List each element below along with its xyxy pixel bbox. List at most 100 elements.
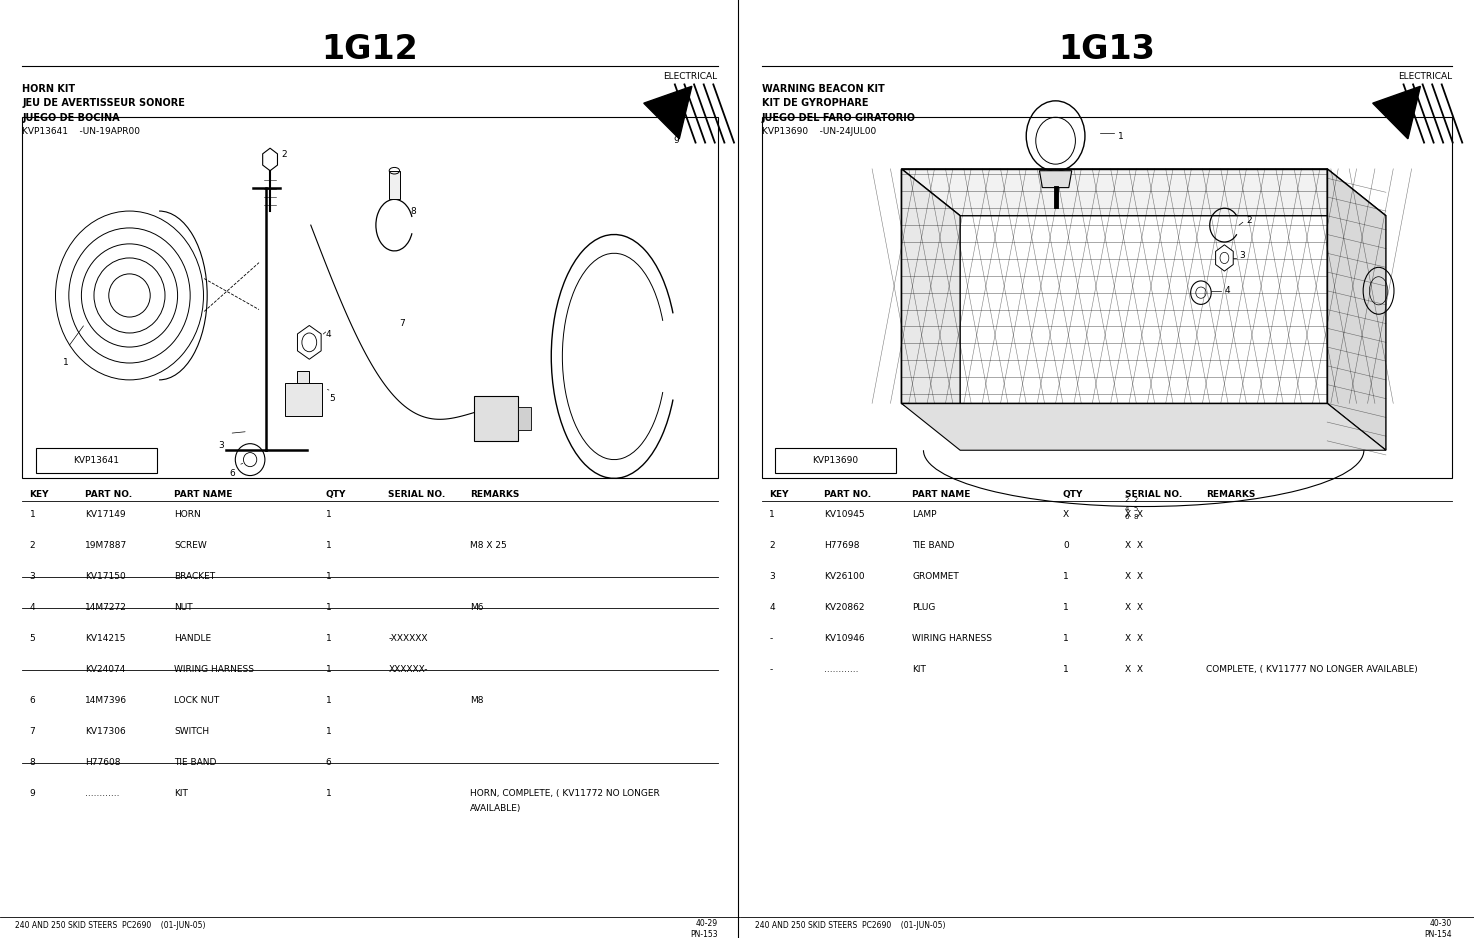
Text: X  X: X X — [1125, 572, 1144, 582]
Text: JUEGO DE BOCINA: JUEGO DE BOCINA — [22, 113, 119, 123]
Text: 40-30: 40-30 — [1430, 919, 1452, 929]
Text: ............: ............ — [824, 665, 859, 674]
Text: 240 AND 250 SKID STEERS  PC2690    (01-JUN-05): 240 AND 250 SKID STEERS PC2690 (01-JUN-0… — [15, 921, 205, 930]
Text: NUT: NUT — [174, 603, 193, 613]
Text: 4: 4 — [326, 330, 332, 340]
Polygon shape — [902, 169, 1386, 216]
Text: KEY: KEY — [769, 490, 789, 499]
Polygon shape — [1216, 245, 1234, 271]
Text: 1: 1 — [326, 665, 332, 674]
Text: KV17149: KV17149 — [85, 510, 125, 520]
Text: 1: 1 — [1063, 603, 1069, 613]
Text: 2: 2 — [29, 541, 35, 551]
Bar — [389, 171, 399, 199]
Text: TIE BAND: TIE BAND — [912, 541, 955, 551]
Text: 19M7887: 19M7887 — [85, 541, 127, 551]
Text: 8: 8 — [411, 207, 417, 217]
Bar — [298, 371, 310, 383]
Text: SERIAL NO.: SERIAL NO. — [1125, 490, 1182, 499]
Text: X: X — [1063, 510, 1069, 520]
Text: PART NAME: PART NAME — [912, 490, 971, 499]
Text: 1G13: 1G13 — [1058, 33, 1156, 66]
Text: 6: 6 — [230, 469, 236, 478]
Text: KV26100: KV26100 — [824, 572, 865, 582]
Text: 1: 1 — [29, 510, 35, 520]
Polygon shape — [262, 148, 277, 171]
Text: KV14215: KV14215 — [85, 634, 125, 643]
Text: 3: 3 — [29, 572, 35, 582]
Text: HORN, COMPLETE, ( KV11772 NO LONGER: HORN, COMPLETE, ( KV11772 NO LONGER — [470, 789, 660, 798]
Text: 7: 7 — [29, 727, 35, 736]
Text: 1: 1 — [326, 789, 332, 798]
Text: 4: 4 — [769, 603, 775, 613]
Text: JEU DE AVERTISSEUR SONORE: JEU DE AVERTISSEUR SONORE — [22, 98, 186, 109]
Text: 1: 1 — [326, 634, 332, 643]
Text: XXXXXX-: XXXXXX- — [389, 665, 427, 674]
Text: 14M7396: 14M7396 — [85, 696, 127, 705]
Text: LAMP: LAMP — [912, 510, 937, 520]
Text: 40-29: 40-29 — [696, 919, 718, 929]
Text: PN-153: PN-153 — [690, 930, 718, 938]
Text: 7: 7 — [399, 319, 405, 328]
Text: X  X: X X — [1125, 634, 1144, 643]
Text: 9: 9 — [29, 789, 35, 798]
Text: -: - — [769, 665, 772, 674]
Text: 3: 3 — [769, 572, 775, 582]
Text: PART NO.: PART NO. — [824, 490, 871, 499]
Text: 1: 1 — [326, 541, 332, 551]
Text: WIRING HARNESS: WIRING HARNESS — [912, 634, 992, 643]
Polygon shape — [902, 169, 960, 441]
Text: 4: 4 — [29, 603, 35, 613]
Text: X  X: X X — [1125, 541, 1144, 551]
Text: 9: 9 — [674, 136, 680, 145]
Text: WARNING BEACON KIT: WARNING BEACON KIT — [762, 84, 884, 95]
Text: 2: 2 — [1247, 216, 1251, 225]
Bar — [284, 383, 321, 416]
Text: 1: 1 — [1063, 665, 1069, 674]
Text: H77608: H77608 — [85, 758, 121, 767]
Text: M6: M6 — [470, 603, 483, 613]
Text: ELECTRICAL: ELECTRICAL — [663, 72, 718, 82]
Polygon shape — [1327, 169, 1386, 450]
Text: X  X: X X — [1125, 665, 1144, 674]
Text: SERIAL NO.: SERIAL NO. — [389, 490, 445, 499]
Text: KVP13690: KVP13690 — [812, 456, 858, 465]
Text: KEY: KEY — [29, 490, 49, 499]
Text: SCREW: SCREW — [174, 541, 206, 551]
Text: AVAILABLE): AVAILABLE) — [470, 804, 522, 813]
Text: 1: 1 — [769, 510, 775, 520]
Text: 0: 0 — [1063, 541, 1069, 551]
Text: 1: 1 — [63, 358, 69, 368]
Text: 3: 3 — [218, 441, 224, 450]
Bar — [22, 117, 718, 478]
Text: KVP13641    -UN-19APR00: KVP13641 -UN-19APR00 — [22, 127, 140, 136]
Text: 14M7272: 14M7272 — [85, 603, 127, 613]
Text: 240 AND 250 SKID STEERS  PC2690    (01-JUN-05): 240 AND 250 SKID STEERS PC2690 (01-JUN-0… — [755, 921, 945, 930]
Text: 2: 2 — [282, 150, 287, 159]
Text: M8 X 25: M8 X 25 — [470, 541, 507, 551]
Text: KV24074: KV24074 — [85, 665, 125, 674]
Text: PN-154: PN-154 — [1424, 930, 1452, 938]
Text: KV17306: KV17306 — [85, 727, 125, 736]
Text: KVP13641: KVP13641 — [74, 456, 119, 465]
Text: 2  2: 2 2 — [1125, 497, 1138, 503]
Text: REMARKS: REMARKS — [470, 490, 519, 499]
Text: PART NO.: PART NO. — [85, 490, 133, 499]
Text: M8: M8 — [470, 696, 483, 705]
Text: 5: 5 — [29, 634, 35, 643]
Text: QTY: QTY — [326, 490, 346, 499]
Text: X  X: X X — [1125, 510, 1144, 520]
Text: LOCK NUT: LOCK NUT — [174, 696, 220, 705]
Text: BRACKET: BRACKET — [174, 572, 215, 582]
FancyBboxPatch shape — [35, 448, 156, 473]
Bar — [902, 169, 1327, 403]
Text: 6: 6 — [29, 696, 35, 705]
Text: X  X: X X — [1125, 603, 1144, 613]
Text: 5: 5 — [329, 394, 335, 403]
Bar — [517, 407, 531, 430]
Text: REMARKS: REMARKS — [1206, 490, 1256, 499]
Text: ELECTRICAL: ELECTRICAL — [1397, 72, 1452, 82]
Polygon shape — [298, 325, 321, 359]
Text: QTY: QTY — [1063, 490, 1083, 499]
Text: 1: 1 — [1117, 131, 1123, 141]
